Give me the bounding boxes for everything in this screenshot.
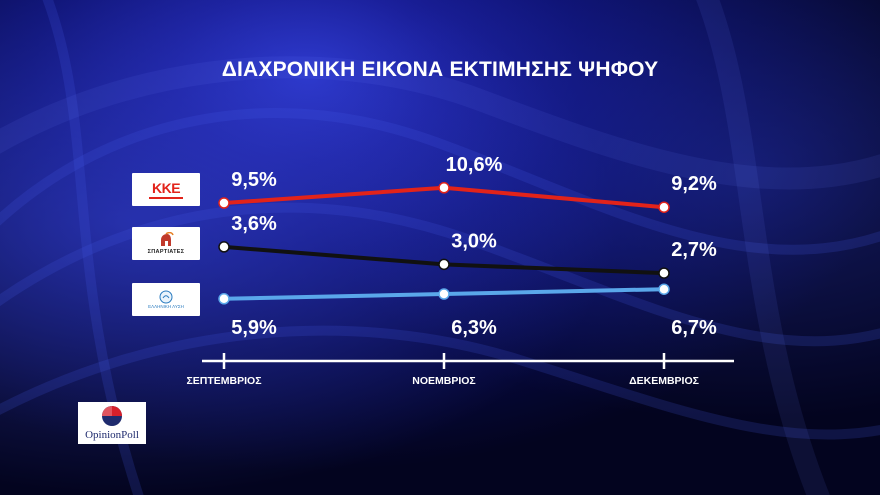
opinionpoll-logo: OpinionPoll bbox=[78, 402, 146, 444]
kke-logo: ΚΚΕ bbox=[132, 173, 200, 206]
kke-logo-text: ΚΚΕ bbox=[151, 180, 181, 196]
data-point-kke bbox=[438, 182, 450, 194]
data-point-spartiates bbox=[658, 267, 670, 279]
spartiates-logo: ΣΠΑΡΤΙΑΤΕΣ bbox=[132, 227, 200, 260]
kke-logo-underline bbox=[149, 197, 183, 199]
elliniki-lysi-emblem-icon bbox=[159, 290, 173, 304]
spartiates-caption: ΣΠΑΡΤΙΑΤΕΣ bbox=[147, 249, 185, 255]
opinionpoll-text: OpinionPoll bbox=[85, 429, 139, 441]
x-tick-label: ΣΕΠΤΕΜΒΡΙΟΣ bbox=[186, 375, 261, 387]
elliniki-lysi-caption: ΕΛΛΗΝΙΚΗ ΛΥΣΗ bbox=[148, 304, 184, 309]
data-point-spartiates bbox=[438, 258, 450, 271]
data-point-elliniki_lysi bbox=[658, 283, 670, 295]
x-tick-label: ΝΟΕΜΒΡΙΟΣ bbox=[412, 375, 475, 387]
data-label-kke: 10,6% bbox=[446, 154, 503, 176]
data-label-elliniki_lysi: 5,9% bbox=[231, 317, 277, 339]
opinionpoll-emblem-icon bbox=[102, 406, 122, 426]
data-point-elliniki_lysi bbox=[438, 288, 450, 300]
data-label-spartiates: 3,6% bbox=[231, 213, 277, 235]
elliniki-lysi-logo: ΕΛΛΗΝΙΚΗ ΛΥΣΗ bbox=[132, 283, 200, 316]
data-point-kke bbox=[658, 201, 670, 213]
data-point-spartiates bbox=[218, 241, 230, 253]
x-tick-label: ΔΕΚΕΜΒΡΙΟΣ bbox=[629, 375, 699, 387]
data-label-spartiates: 2,7% bbox=[671, 239, 717, 261]
data-label-kke: 9,5% bbox=[231, 169, 277, 191]
data-label-kke: 9,2% bbox=[671, 173, 717, 195]
data-point-elliniki_lysi bbox=[218, 293, 230, 305]
data-label-elliniki_lysi: 6,3% bbox=[451, 317, 497, 339]
data-point-kke bbox=[218, 197, 230, 209]
data-label-spartiates: 3,0% bbox=[451, 230, 497, 252]
chart-title: ΔΙΑΧΡΟΝΙΚΗ ΕΙΚΟΝΑ ΕΚΤΙΜΗΣΗΣ ΨΗΦΟΥ bbox=[221, 58, 659, 81]
spartan-helmet-icon bbox=[161, 232, 174, 246]
data-label-elliniki_lysi: 6,7% bbox=[671, 317, 717, 339]
